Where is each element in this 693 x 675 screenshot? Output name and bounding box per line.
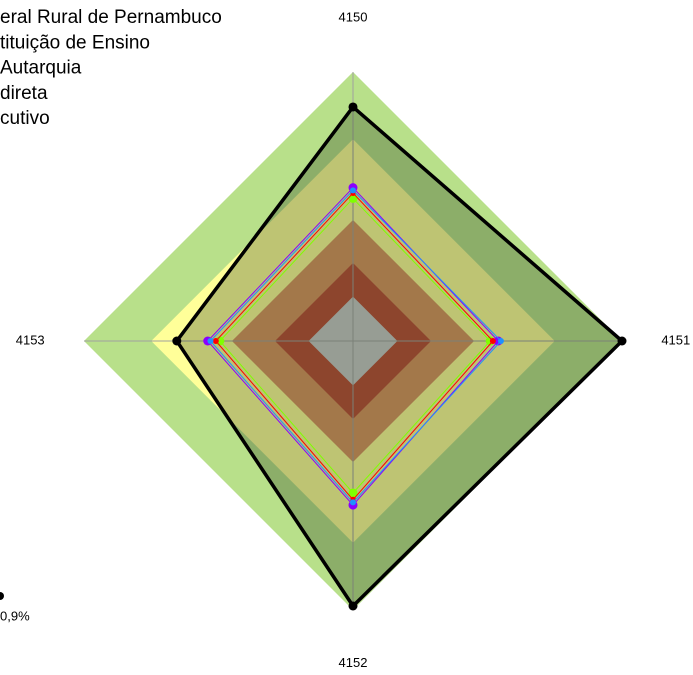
legend-entry: eral Rural de Pernambuco xyxy=(0,7,222,28)
annotation: 0,9% xyxy=(0,608,30,623)
series-point xyxy=(489,338,496,344)
series-point xyxy=(212,338,219,344)
annotation-marker xyxy=(0,592,4,600)
series-point xyxy=(617,336,627,346)
series-point xyxy=(348,488,358,498)
legend-entry: cutivo xyxy=(0,108,50,129)
axis-label: 4153 xyxy=(16,332,45,347)
series-point xyxy=(350,499,356,506)
series-point xyxy=(350,187,356,194)
axis-label: 4152 xyxy=(339,655,368,670)
series-point xyxy=(348,601,358,611)
series-point xyxy=(348,102,358,112)
axis-label: 4151 xyxy=(661,332,690,347)
series-point xyxy=(497,338,504,344)
legend-entry: Autarquia xyxy=(0,58,82,79)
axis-label: 4150 xyxy=(339,10,368,25)
series-point xyxy=(172,336,182,346)
legend-entry: direta xyxy=(0,83,48,104)
legend-entry: tituição de Ensino xyxy=(0,32,150,53)
series-point xyxy=(207,338,214,344)
